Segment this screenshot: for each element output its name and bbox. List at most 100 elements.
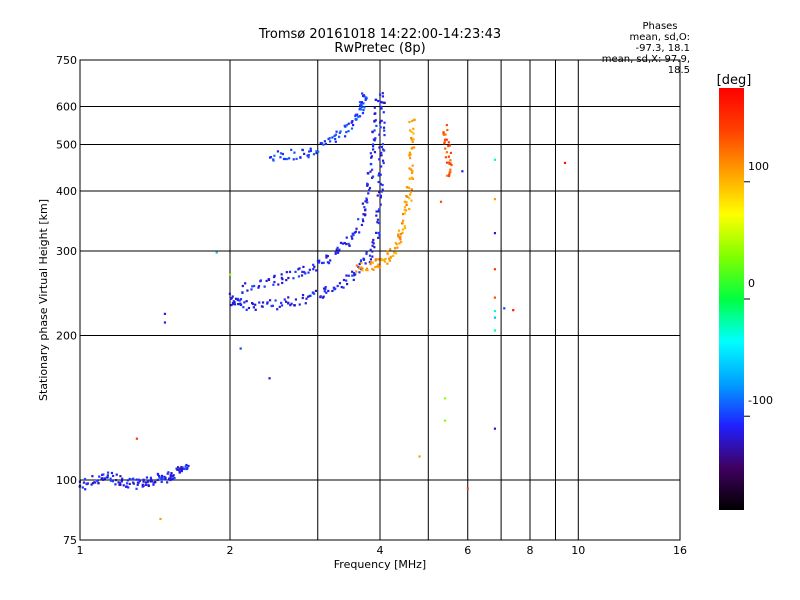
trace-1-point xyxy=(236,298,239,302)
trace-5-point xyxy=(449,151,452,155)
chart-subtitle: RwPretec (8p) xyxy=(334,41,426,56)
trace-4-point xyxy=(406,195,409,198)
trace-2-point xyxy=(241,284,244,288)
x-tick-label: 2 xyxy=(227,544,234,557)
trace-1-point xyxy=(347,274,350,277)
y-tick-label: 200 xyxy=(56,330,77,343)
trace-0-point xyxy=(127,486,130,489)
y-tick-label: 300 xyxy=(56,245,77,258)
trace-5-point xyxy=(445,123,448,127)
trace-0-point xyxy=(184,465,187,468)
trace-4-point xyxy=(380,259,383,262)
trace-0-point xyxy=(147,484,150,488)
trace-2-point xyxy=(367,172,370,175)
trace-2-point xyxy=(345,236,348,239)
trace-1-point xyxy=(369,248,372,251)
trace-4-point xyxy=(408,167,411,170)
trace-0-point xyxy=(109,479,113,482)
trace-3-point xyxy=(309,147,312,150)
trace-1-point xyxy=(287,302,290,305)
trace-2-point xyxy=(326,254,329,258)
trace-0-point xyxy=(142,484,145,487)
trace-0-point xyxy=(171,474,174,478)
trace-1-point xyxy=(274,299,277,302)
trace-2-point xyxy=(370,155,374,158)
trace-4-point xyxy=(378,266,381,269)
trace-3-point xyxy=(323,140,326,143)
trace-4-point xyxy=(408,157,412,160)
trace-1-point xyxy=(260,305,264,308)
trace-0-point xyxy=(91,475,94,478)
trace-2-point xyxy=(347,242,350,245)
trace-2-point xyxy=(263,285,266,288)
trace-3-point xyxy=(360,104,363,107)
trace-5-point xyxy=(444,147,447,150)
trace-1-point xyxy=(245,300,248,303)
trace-1-point xyxy=(371,244,374,247)
trace-2-point xyxy=(374,98,377,101)
trace-2-point xyxy=(301,270,304,273)
trace-3-point xyxy=(345,124,348,127)
trace-1-point xyxy=(382,126,386,129)
trace-1-point xyxy=(322,287,326,290)
trace-0-point xyxy=(138,479,141,483)
trace-3-point xyxy=(306,154,309,157)
trace-0-point xyxy=(144,481,147,484)
trace-1-point xyxy=(230,297,233,300)
trace-1-point xyxy=(312,292,316,295)
trace-4-point xyxy=(393,251,396,254)
trace-0-point xyxy=(142,478,145,481)
y-tick-label: 500 xyxy=(56,139,77,152)
trace-4-point xyxy=(411,140,414,144)
colorbar-gradient xyxy=(719,88,744,510)
trace-4-point xyxy=(410,188,413,191)
sparse-point xyxy=(493,198,497,201)
trace-0-point xyxy=(166,472,169,475)
trace-3-point xyxy=(344,135,347,138)
trace-2-point xyxy=(280,273,283,276)
trace-0-point xyxy=(176,466,180,469)
chart-title-block: Tromsø 20161018 14:22:00-14:23:43 RwPret… xyxy=(230,28,530,56)
trace-2-point xyxy=(373,119,376,123)
trace-4-point xyxy=(410,168,413,171)
trace-1-point xyxy=(294,298,298,301)
trace-1-point xyxy=(380,101,384,104)
trace-1-point xyxy=(377,208,381,211)
trace-0-point xyxy=(110,471,114,475)
trace-5-point xyxy=(442,133,446,136)
trace-3-point xyxy=(362,102,365,105)
trace-3-point xyxy=(328,137,331,140)
trace-3-point xyxy=(360,108,363,111)
trace-2-point xyxy=(244,282,247,285)
trace-2-point xyxy=(368,188,371,192)
trace-1-point xyxy=(379,203,382,206)
trace-0-point xyxy=(162,478,165,481)
trace-0-point xyxy=(125,482,129,485)
trace-5-point xyxy=(447,161,450,164)
trace-2-point xyxy=(372,148,375,151)
trace-4-point xyxy=(408,120,411,124)
trace-2-point xyxy=(336,246,339,249)
trace-2-point xyxy=(272,275,276,279)
sparse-point xyxy=(439,200,443,203)
trace-2-point xyxy=(345,242,348,246)
trace-3-point xyxy=(308,150,311,153)
trace-0-point xyxy=(136,481,140,484)
trace-0-point xyxy=(181,466,184,469)
trace-2-point xyxy=(246,289,249,292)
trace-1-point xyxy=(381,188,384,191)
trace-1-point xyxy=(314,289,318,292)
sparse-point xyxy=(163,321,167,324)
trace-4-point xyxy=(402,213,405,216)
trace-0-point xyxy=(180,470,183,473)
colorbar-ticks: 100 0 -100 xyxy=(744,160,773,417)
trace-4-point xyxy=(408,151,411,154)
sparse-point xyxy=(418,455,421,458)
trace-3-point xyxy=(338,131,341,135)
trace-2-point xyxy=(372,145,375,148)
x-axis-label: Frequency [MHz] xyxy=(334,558,426,571)
trace-1-point xyxy=(378,158,381,161)
trace-0-point xyxy=(101,477,104,480)
trace-4-point xyxy=(413,118,416,121)
trace-1-point xyxy=(381,143,384,146)
